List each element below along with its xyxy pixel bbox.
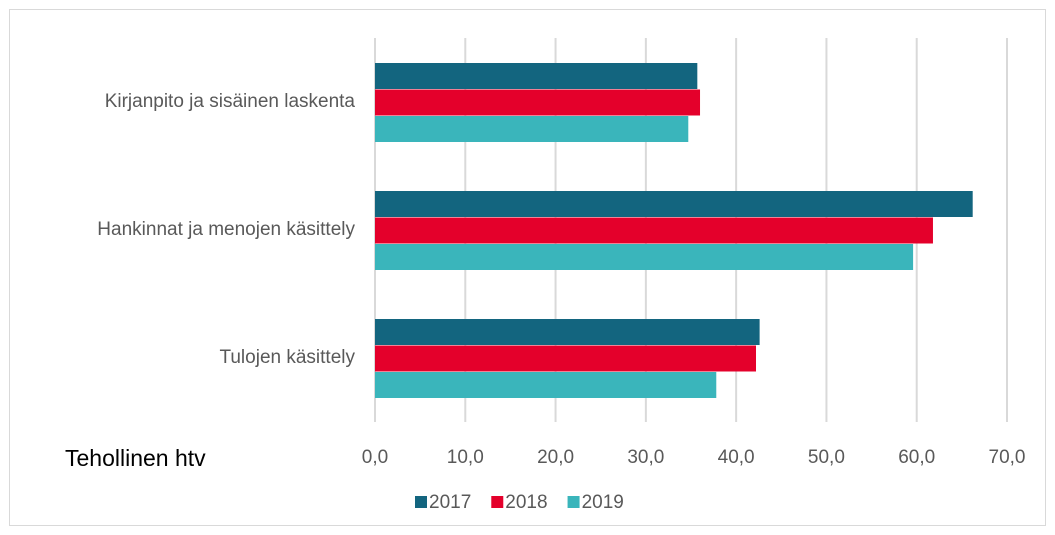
bar xyxy=(375,244,914,270)
legend-swatch xyxy=(415,496,427,508)
bar xyxy=(375,345,757,372)
bar xyxy=(375,63,698,89)
legend-label: 2017 xyxy=(429,492,471,513)
x-tick-label: 40,0 xyxy=(718,447,755,468)
bar xyxy=(375,217,933,244)
x-tick-label: 0,0 xyxy=(362,447,388,468)
x-axis-label: Tehollinen htv xyxy=(65,445,206,471)
x-tick-label: 10,0 xyxy=(447,447,484,468)
legend-swatch xyxy=(491,496,504,508)
bar xyxy=(375,191,973,217)
legend-label: 2019 xyxy=(582,492,624,513)
x-tick-label: 50,0 xyxy=(808,447,845,468)
legend-swatch xyxy=(567,496,580,508)
legend-label: 2018 xyxy=(505,492,547,513)
x-tick-label: 70,0 xyxy=(989,447,1026,468)
y-tick-label: Kirjanpito ja sisäinen laskenta xyxy=(105,91,356,112)
x-tick-label: 20,0 xyxy=(537,447,574,468)
bar xyxy=(375,116,689,142)
bar xyxy=(375,319,760,345)
bar xyxy=(375,89,701,116)
x-tick-label: 60,0 xyxy=(898,447,935,468)
bar xyxy=(375,372,717,398)
y-tick-label: Tulojen käsittely xyxy=(219,347,355,368)
y-tick-label: Hankinnat ja menojen käsittely xyxy=(97,219,355,240)
x-tick-label: 30,0 xyxy=(627,447,664,468)
